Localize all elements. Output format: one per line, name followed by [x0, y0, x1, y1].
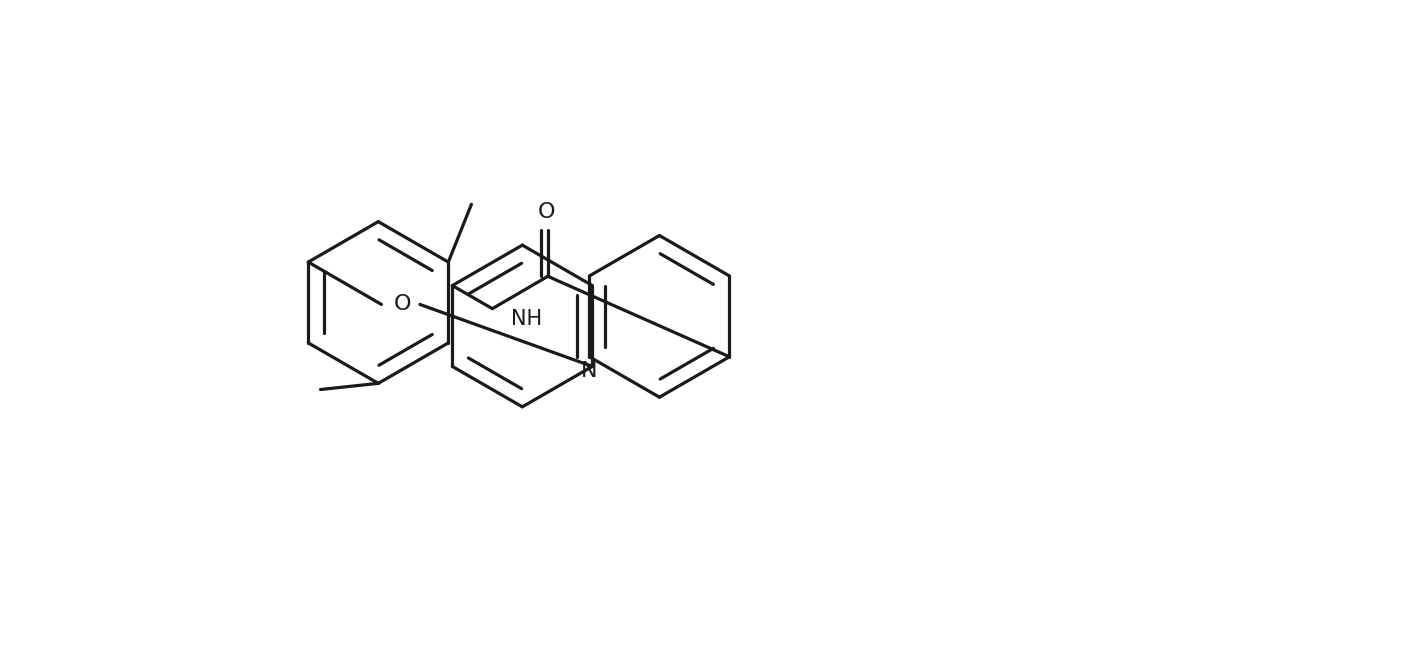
- Text: NH: NH: [511, 309, 542, 329]
- Text: O: O: [394, 294, 412, 314]
- Text: N: N: [581, 360, 598, 381]
- Text: O: O: [538, 203, 555, 222]
